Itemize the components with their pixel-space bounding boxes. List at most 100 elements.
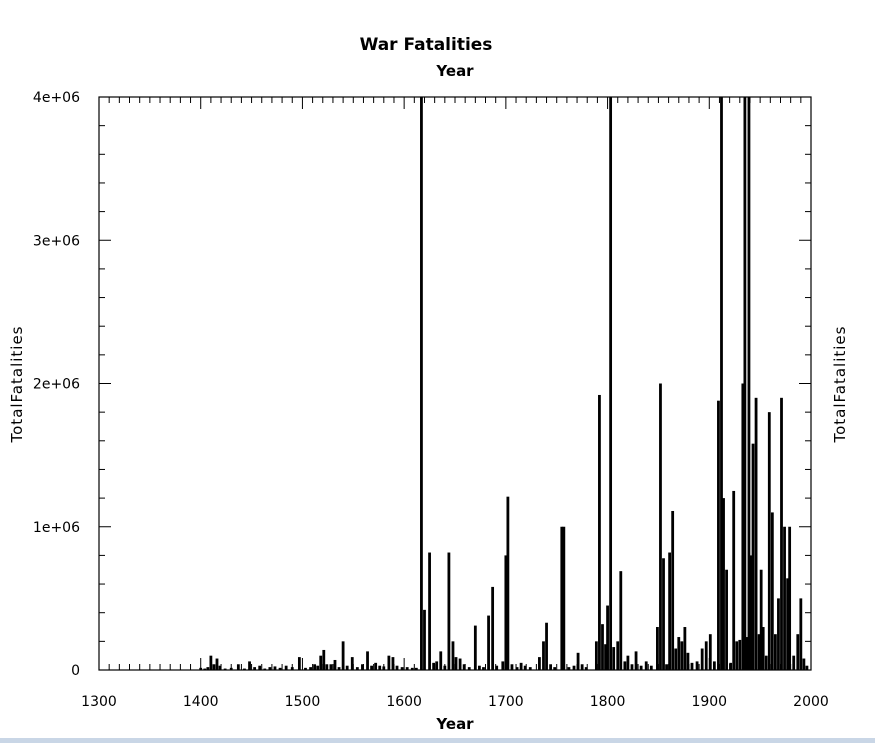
bar-1849-103 xyxy=(656,627,659,670)
bar-1700-68 xyxy=(504,555,508,670)
y-tick-label-3e+06: 3e+06 xyxy=(33,233,80,249)
bar-1968-142 xyxy=(777,598,780,671)
bar-1484-18 xyxy=(284,665,288,670)
bar-1559-35 xyxy=(361,664,364,670)
bar-1625-50 xyxy=(428,552,431,670)
bar-1644-55 xyxy=(447,552,451,670)
bar-1508-22 xyxy=(309,667,312,670)
bar-1711-71 xyxy=(515,667,519,670)
bar-1748-79 xyxy=(553,667,557,670)
bar-1576-39 xyxy=(378,665,382,670)
chart-title: War Fatalities xyxy=(360,35,493,55)
bar-1843-102 xyxy=(649,665,653,670)
bar-1468-15 xyxy=(268,667,272,670)
bar-1959-139 xyxy=(767,412,771,670)
bar-1993-150 xyxy=(802,658,806,670)
bar-1927-126 xyxy=(735,641,739,670)
bar-1512-23 xyxy=(313,664,317,670)
bar-1939-131 xyxy=(747,97,751,670)
bar-1629-51 xyxy=(432,662,436,670)
bar-1659-59 xyxy=(462,664,466,670)
bar-1572-38 xyxy=(374,662,378,670)
axes-group xyxy=(98,96,812,671)
bar-1706-70 xyxy=(510,664,514,670)
bar-1935-129 xyxy=(743,97,747,670)
bar-1888-115 xyxy=(695,661,699,670)
bar-1612-47 xyxy=(414,667,418,670)
bar-1937-130 xyxy=(745,637,749,670)
bar-1419-6 xyxy=(218,665,222,670)
x-axis-title: Year xyxy=(435,715,474,733)
bar-1806-93 xyxy=(612,647,616,670)
bar-1497-20 xyxy=(297,657,301,670)
bar-1771-84 xyxy=(576,652,580,670)
bar-1883-114 xyxy=(690,662,694,670)
bar-1674-62 xyxy=(478,665,481,670)
bar-1870-110 xyxy=(677,637,681,670)
bar-1949-135 xyxy=(757,634,761,670)
bar-1702-69 xyxy=(506,496,510,670)
bar-1817-96 xyxy=(623,661,627,670)
bar-1930-127 xyxy=(738,639,742,670)
bar-1810-94 xyxy=(616,641,620,670)
bar-1448-11 xyxy=(248,661,251,670)
bar-1953-137 xyxy=(761,627,765,670)
bar-1861-107 xyxy=(668,552,672,670)
bar-1767-83 xyxy=(572,665,576,670)
bar-1617-48 xyxy=(420,97,423,670)
bar-1532-29 xyxy=(333,659,337,670)
x-tick-label-1700: 1700 xyxy=(488,694,524,710)
bar-1864-108 xyxy=(671,510,675,670)
y-tick-label-4e+06: 4e+06 xyxy=(33,90,80,106)
bar-1478-17 xyxy=(278,667,282,670)
bar-1608-46 xyxy=(410,667,414,670)
bar-1568-37 xyxy=(370,665,373,670)
bar-1798-90 xyxy=(604,644,607,670)
bar-1424-7 xyxy=(223,668,227,670)
bar-1740-77 xyxy=(545,622,548,670)
bar-1893-116 xyxy=(700,648,704,670)
bar-1691-66 xyxy=(495,665,499,670)
bar-1941-132 xyxy=(749,555,753,670)
x-axis-title-top: Year xyxy=(435,62,474,80)
bar-1800-91 xyxy=(606,605,609,670)
x-tick-label-1500: 1500 xyxy=(285,694,321,710)
bar-1458-13 xyxy=(258,665,262,670)
bar-1416-5 xyxy=(215,658,219,670)
bar-1683-64 xyxy=(487,615,490,670)
bar-1921-124 xyxy=(729,662,733,670)
bar-1598-44 xyxy=(400,667,404,670)
bar-1589-42 xyxy=(391,657,395,670)
bar-1719-73 xyxy=(523,665,527,670)
x-tick-label-1400: 1400 xyxy=(183,694,219,710)
bar-1410-3 xyxy=(209,655,213,670)
bar-1593-43 xyxy=(395,665,399,670)
bar-1620-49 xyxy=(423,609,426,670)
bar-1632-52 xyxy=(435,661,439,670)
bar-1813-95 xyxy=(619,571,623,670)
bar-1413-4 xyxy=(212,664,216,670)
bar-1879-113 xyxy=(686,652,690,670)
bar-1453-12 xyxy=(253,667,257,670)
bar-1762-82 xyxy=(567,667,571,670)
bar-1697-67 xyxy=(501,661,505,670)
y-tick-label-1e+06: 1e+06 xyxy=(33,520,80,536)
bar-1828-99 xyxy=(634,651,638,670)
plot-frame xyxy=(98,96,812,671)
bars-group xyxy=(199,97,809,671)
x-tick-label-1900: 1900 xyxy=(691,694,727,710)
bar-1909-120 xyxy=(717,400,720,670)
bar-1914-122 xyxy=(722,498,725,670)
bar-1965-141 xyxy=(774,634,777,670)
bar-1687-65 xyxy=(491,586,495,670)
bar-1564-36 xyxy=(366,651,369,670)
bar-1876-112 xyxy=(683,627,687,670)
bar-1536-30 xyxy=(337,667,341,670)
bar-1858-106 xyxy=(665,664,668,670)
bar-1979-146 xyxy=(788,526,792,670)
bar-1852-104 xyxy=(659,383,662,670)
bar-1824-98 xyxy=(630,664,634,670)
bar-1648-56 xyxy=(451,641,455,670)
bar-1933-128 xyxy=(741,383,745,670)
